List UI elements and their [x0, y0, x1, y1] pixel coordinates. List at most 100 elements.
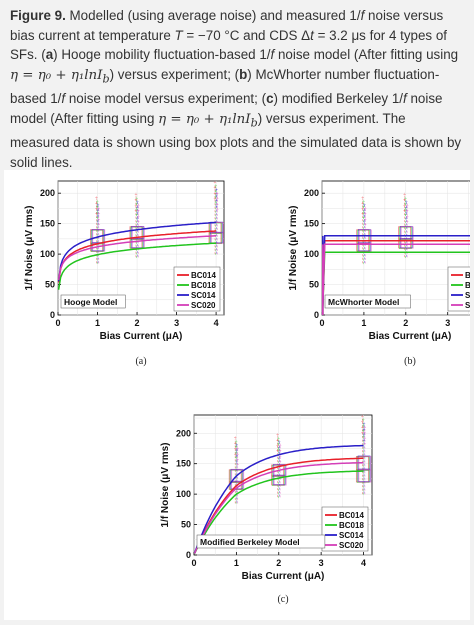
caption-italic: t — [310, 27, 314, 43]
figure-label: Figure 9. — [10, 8, 66, 23]
x-tick-label: 4 — [214, 318, 219, 328]
y-tick-label: 150 — [304, 219, 319, 229]
outlier-marker: + — [96, 215, 99, 221]
outlier-marker: + — [277, 436, 280, 442]
legend-label: BC018 — [465, 281, 470, 290]
box — [273, 464, 287, 486]
outlier-marker: + — [97, 214, 100, 220]
y-tick-label: 100 — [176, 489, 191, 499]
box — [358, 456, 372, 483]
caption-bold: b — [239, 66, 248, 82]
outlier-marker: + — [362, 418, 365, 424]
outlier-marker: + — [405, 205, 408, 211]
outlier-marker: + — [278, 445, 281, 451]
model-annotation-box — [196, 534, 326, 549]
caption-equation: η = η₀ + η₁lnIb — [10, 68, 110, 86]
subfigure-label: (c) — [277, 594, 288, 605]
outlier-marker: + — [363, 219, 366, 225]
y-tick-label: 0 — [314, 310, 319, 320]
outlier-marker: + — [97, 217, 100, 223]
caption-italic: T — [174, 27, 183, 43]
outlier-marker: + — [134, 209, 137, 215]
outlier-marker: + — [215, 198, 218, 204]
outlier-marker: + — [362, 423, 365, 429]
box — [399, 226, 413, 249]
outlier-marker: + — [363, 430, 366, 436]
box — [91, 229, 105, 252]
x-tick-label: 2 — [135, 318, 140, 328]
caption-italic: f — [360, 8, 365, 23]
caption-text: noise versus bias current at temperature — [10, 8, 444, 43]
outlier-marker: + — [361, 420, 364, 426]
outlier-marker: + — [216, 207, 219, 213]
outlier-marker: + — [97, 223, 100, 229]
outlier-marker: + — [214, 180, 217, 186]
outlier-marker: + — [137, 203, 140, 209]
x-tick-label: 1 — [234, 558, 239, 568]
outlier-marker: + — [362, 429, 365, 435]
x-tick-label: 3 — [174, 318, 179, 328]
model-curve-bc018 — [321, 251, 474, 316]
caption-text: = 3.2 μs for 4 types of SFs. ( — [10, 27, 448, 63]
outlier-marker: + — [214, 191, 217, 197]
outlier-marker: + — [216, 196, 219, 202]
caption-text: Modelled (using average noise) and measu… — [65, 8, 361, 23]
outlier-marker: + — [278, 440, 281, 446]
legend-label: BC014 — [339, 511, 364, 520]
y-tick-label: 200 — [40, 188, 55, 198]
outlier-marker: + — [361, 206, 364, 212]
outlier-marker: + — [95, 206, 98, 212]
outlier-marker: + — [214, 196, 217, 202]
outlier-marker: + — [97, 219, 100, 225]
outlier-marker: + — [215, 204, 218, 210]
model-curve-sc014 — [57, 221, 217, 282]
outlier-marker: + — [276, 449, 279, 455]
outlier-marker: + — [234, 452, 237, 458]
chart-panel-c: 0 1 2 3 4 0 50 100 150 200 Bias Current (μA) 1/f No… — [160, 414, 373, 605]
outlier-marker: + — [216, 202, 219, 208]
outlier-marker: + — [363, 203, 366, 209]
outlier-marker: + — [97, 208, 100, 214]
equation-text: η = η₀ + η₁lnI — [158, 111, 251, 127]
y-tick-label: 50 — [181, 520, 191, 530]
box — [399, 226, 412, 249]
x-axis-label: Bias Current (μA) — [242, 571, 325, 582]
caption-text: ) modified Berkeley 1/ — [273, 91, 404, 107]
caption-text: ) versus experiment; ( — [109, 66, 240, 82]
outlier-marker: + — [363, 208, 366, 214]
outlier-marker: + — [96, 204, 99, 210]
x-axis-label: Bias Current (μA) — [369, 331, 452, 342]
outlier-marker: + — [363, 214, 366, 220]
outlier-marker: + — [235, 443, 238, 449]
outlier-marker: + — [279, 449, 282, 455]
outlier-marker: + — [134, 198, 137, 204]
box — [90, 229, 104, 252]
outlier-marker: + — [136, 216, 139, 222]
x-tick-label: 3 — [319, 558, 324, 568]
y-axis-label: 1/f Noise (μV rms) — [160, 442, 171, 527]
outlier-marker: + — [135, 201, 138, 207]
outlier-marker: + — [216, 191, 219, 197]
y-axis-label: 1/f Noise (μV rms) — [288, 205, 299, 290]
y-tick-label: 100 — [40, 249, 55, 259]
model-curve-bc014 — [193, 457, 364, 554]
outlier-marker: + — [96, 199, 99, 205]
caption-text: = −70 °C and CDS Δ — [182, 27, 311, 43]
model-curve-bc014 — [321, 239, 474, 316]
model-annotation: McWhorter Model — [328, 297, 399, 307]
outlier-marker: + — [95, 212, 98, 218]
outlier-marker: + — [405, 211, 408, 217]
outlier-marker: + — [278, 456, 281, 462]
y-tick-label: 150 — [40, 219, 55, 229]
caption-text: ) McWhorter number fluctuation-based 1/ — [10, 66, 440, 107]
outlier-marker: + — [276, 443, 279, 449]
outlier-marker: + — [404, 196, 407, 202]
legend-label: SC020 — [465, 301, 470, 310]
x-tick-label: 0 — [55, 318, 60, 328]
outlier-marker: + — [362, 199, 365, 205]
caption-bold: c — [266, 91, 274, 107]
y-tick-label: 200 — [304, 188, 319, 198]
caption-text: ) versus experiment. The measured data i… — [10, 110, 462, 170]
outlier-marker: + — [403, 209, 406, 215]
